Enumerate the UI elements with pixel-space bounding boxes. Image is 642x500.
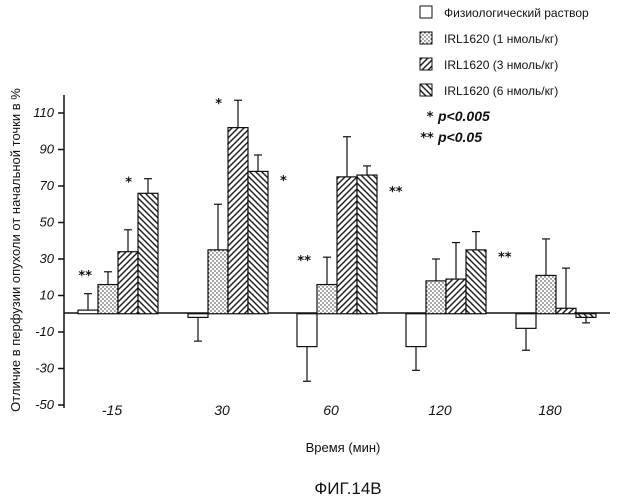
- legend: Физиологический раствор IRL1620 (1 нмоль…: [420, 6, 589, 146]
- bar: [248, 171, 268, 313]
- category-label: 120: [428, 402, 452, 418]
- category-label: 180: [538, 402, 562, 418]
- bar: [357, 175, 377, 314]
- significance-marker: **: [498, 251, 512, 266]
- category-label: 30: [214, 402, 230, 418]
- bar: [536, 275, 556, 313]
- bar: [466, 250, 486, 314]
- y-tick-label: 90: [40, 142, 55, 157]
- bar: [446, 279, 466, 314]
- y-tick-label: 70: [40, 178, 55, 193]
- bar: [576, 314, 596, 318]
- bar: [337, 177, 357, 314]
- legend-swatch-saline: [420, 6, 432, 18]
- figure-caption: ФИГ.14В: [314, 479, 381, 498]
- bar: [297, 314, 317, 347]
- legend-label-3nmol: IRL1620 (3 нмоль/кг): [444, 58, 558, 72]
- legend-star-single: *: [427, 110, 434, 125]
- legend-star-double: **: [420, 131, 434, 146]
- legend-p05: p<0.05: [437, 129, 482, 145]
- bar: [118, 252, 138, 314]
- y-tick-label: 10: [40, 288, 55, 303]
- legend-label-6nmol: IRL1620 (6 нмоль/кг): [444, 84, 558, 98]
- legend-swatch-3nmol: [420, 58, 432, 70]
- bar: [426, 281, 446, 314]
- y-axis-title: Отличие в перфузии опухоли от начальной …: [8, 88, 23, 412]
- significance-marker: *: [125, 176, 132, 191]
- significance-marker: **: [389, 185, 403, 200]
- bar-series: [78, 128, 596, 347]
- y-tick-label: 30: [40, 251, 55, 266]
- y-tick-label: 50: [40, 215, 55, 230]
- significance-marker: **: [78, 269, 92, 284]
- bar: [406, 314, 426, 347]
- y-ticks: 110 90 70 50 30 10 -10 -30 -50: [33, 105, 64, 412]
- bar: [317, 285, 337, 314]
- bar: [78, 310, 98, 314]
- category-label: -15: [102, 402, 122, 418]
- bar: [208, 250, 228, 314]
- y-tick-label: -10: [35, 324, 55, 339]
- legend-label-saline: Физиологический раствор: [444, 6, 589, 20]
- significance-marker: *: [280, 174, 287, 189]
- bar: [188, 314, 208, 318]
- bar: [98, 285, 118, 314]
- bar: [516, 314, 536, 329]
- bar: [556, 308, 576, 313]
- category-labels: -15 30 60 120 180: [102, 402, 562, 418]
- y-tick-label: 110: [33, 105, 54, 120]
- bar: [228, 128, 248, 314]
- bar: [138, 193, 158, 313]
- legend-label-1nmol: IRL1620 (1 нмоль/кг): [444, 32, 558, 46]
- category-label: 60: [323, 402, 339, 418]
- legend-swatch-1nmol: [420, 32, 432, 44]
- legend-p005: p<0.005: [437, 108, 490, 124]
- x-axis-title: Время (мин): [306, 440, 381, 455]
- legend-swatch-6nmol: [420, 84, 432, 96]
- significance-marker: **: [297, 254, 311, 269]
- y-tick-label: -30: [35, 361, 55, 376]
- significance-marker: *: [215, 97, 222, 112]
- y-tick-label: -50: [35, 397, 55, 412]
